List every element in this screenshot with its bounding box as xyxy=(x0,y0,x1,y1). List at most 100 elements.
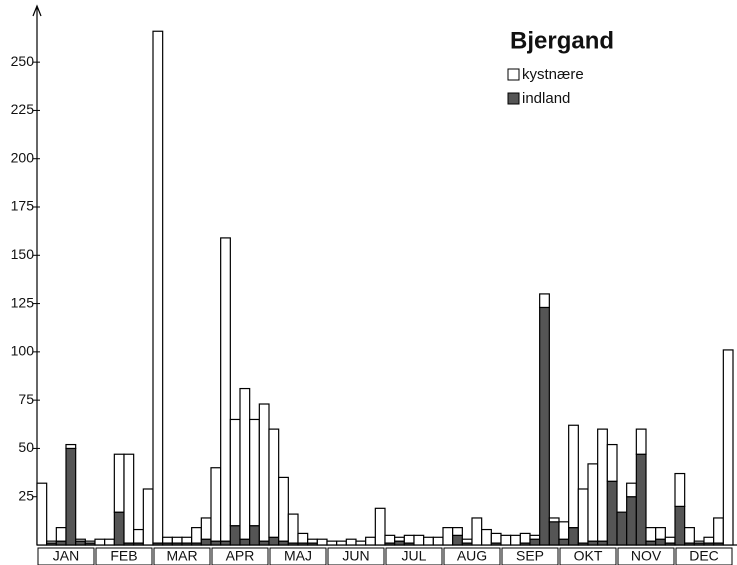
bar-segment xyxy=(229,525,241,546)
bar-segment xyxy=(249,525,260,546)
y-tick-label: 250 xyxy=(11,53,35,69)
bar-segment xyxy=(529,534,541,540)
month-box xyxy=(327,547,385,565)
bar-segment xyxy=(471,517,483,546)
bar-segment xyxy=(123,453,135,544)
bar-segment xyxy=(336,540,347,546)
bar-segment xyxy=(539,293,550,309)
legend-swatch xyxy=(507,68,520,81)
bar-segment xyxy=(490,532,502,544)
y-tick-label: 175 xyxy=(11,198,35,214)
bar-segment xyxy=(674,505,686,546)
bar-segment xyxy=(655,527,666,540)
bar-segment xyxy=(239,387,251,540)
bar-segment xyxy=(152,30,164,544)
bar-segment xyxy=(316,538,328,546)
bar-segment xyxy=(616,511,628,546)
bar-segment xyxy=(684,527,695,544)
bar-segment xyxy=(297,532,309,544)
month-box xyxy=(559,547,617,565)
bar-segment xyxy=(287,513,299,544)
y-tick-label: 125 xyxy=(11,294,35,310)
month-box xyxy=(95,547,153,565)
month-box xyxy=(211,547,269,565)
bar-segment xyxy=(75,538,86,542)
month-box xyxy=(443,547,501,565)
bar-segment xyxy=(113,453,125,513)
bar-segment xyxy=(703,536,715,544)
x-tick-label: NOV xyxy=(631,548,662,564)
bar-segment xyxy=(220,237,231,542)
month-box xyxy=(675,547,733,565)
bar-segment xyxy=(200,517,212,540)
legend-swatch xyxy=(507,92,520,105)
bar-segment xyxy=(597,428,608,542)
bar-segment xyxy=(258,403,270,542)
y-tick-label: 200 xyxy=(11,149,35,165)
bar-segment xyxy=(36,482,48,546)
bar-segment xyxy=(94,538,106,546)
bar-segment xyxy=(626,482,637,498)
bar-segment xyxy=(171,536,183,544)
bar-segment xyxy=(142,488,154,546)
bar-segment xyxy=(65,447,77,546)
x-tick-label: APR xyxy=(226,548,255,564)
y-tick-label: 25 xyxy=(18,487,34,503)
bar-segment xyxy=(268,536,280,546)
chart-title: Bjergand xyxy=(510,27,614,54)
bar-segment xyxy=(442,527,454,546)
x-tick-label: MAJ xyxy=(284,548,312,564)
bar-segment xyxy=(229,418,241,527)
bar-segment xyxy=(133,528,144,544)
month-box xyxy=(501,547,559,565)
bar-segment xyxy=(461,538,473,544)
bar-segment xyxy=(191,527,202,544)
bar-segment xyxy=(278,476,289,542)
y-tick-label: 150 xyxy=(11,246,35,262)
axis-arrow xyxy=(32,4,42,17)
bar-segment xyxy=(548,521,560,546)
bar-segment xyxy=(374,507,386,546)
x-tick-label: MAR xyxy=(166,548,197,564)
bar-segment xyxy=(210,467,222,542)
bar-segment xyxy=(394,536,405,542)
legend-label: kystnære xyxy=(522,66,584,83)
x-tick-label: JUL xyxy=(402,548,427,564)
month-box xyxy=(269,547,327,565)
bar-segment xyxy=(113,511,125,546)
bar-segment xyxy=(693,540,705,544)
y-tick-label: 100 xyxy=(11,343,35,359)
bar-segment xyxy=(403,534,415,544)
bar-segment xyxy=(423,536,434,546)
bar-segment xyxy=(577,488,589,544)
y-tick-label: 225 xyxy=(11,101,35,117)
month-box xyxy=(153,547,211,565)
bar-segment xyxy=(539,306,550,546)
bar-segment xyxy=(529,538,541,546)
bar-segment xyxy=(713,517,724,544)
bar-segment xyxy=(355,540,367,546)
x-tick-label: FEB xyxy=(110,548,137,564)
bar-segment xyxy=(432,536,444,546)
legend-label: indland xyxy=(522,90,570,107)
bar-segment xyxy=(345,538,357,546)
bar-segment xyxy=(481,528,492,546)
bar-segment xyxy=(249,418,260,527)
bar-segment xyxy=(239,538,251,546)
bar-segment xyxy=(548,517,560,523)
bar-segment xyxy=(635,453,647,546)
bar-segment xyxy=(452,534,463,546)
bar-segment xyxy=(200,538,212,546)
x-tick-label: JAN xyxy=(53,548,79,564)
bar-segment xyxy=(568,527,579,546)
bar-segment xyxy=(162,536,173,544)
x-tick-label: JUN xyxy=(342,548,369,564)
x-tick-label: SEP xyxy=(516,548,544,564)
y-tick-label: 50 xyxy=(18,439,34,455)
x-tick-label: OKT xyxy=(574,548,603,564)
bar-segment xyxy=(452,527,463,536)
bar-segment xyxy=(307,538,318,544)
bar-segment xyxy=(55,527,67,542)
bar-segment xyxy=(65,443,77,450)
